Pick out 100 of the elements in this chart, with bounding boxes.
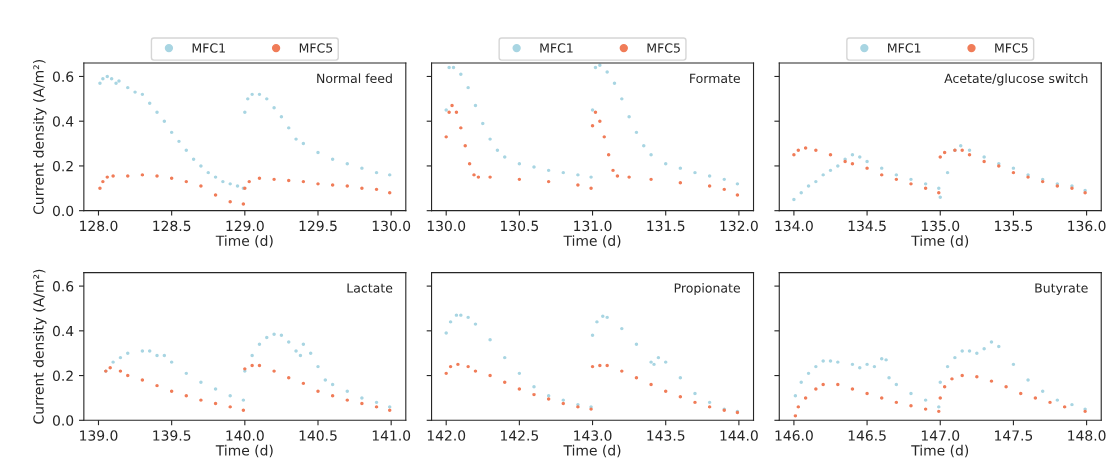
x-tick-label: 132.0 (720, 220, 758, 232)
x-tick-label: 144.0 (720, 430, 758, 441)
point (627, 175, 631, 179)
point (707, 400, 712, 405)
point (162, 353, 167, 358)
point (466, 85, 470, 90)
point (126, 174, 130, 178)
x-tick-label: 147.0 (921, 430, 960, 441)
point (894, 400, 899, 405)
point (865, 166, 869, 170)
point (593, 65, 598, 70)
legend-label: MFC5 (299, 43, 333, 53)
point (517, 177, 522, 182)
x-tick-label: 136.0 (1068, 220, 1106, 232)
point (828, 168, 833, 173)
point (488, 338, 492, 342)
point (279, 333, 284, 337)
y-tick-label: 0.4 (52, 325, 74, 337)
point (945, 364, 950, 369)
point (472, 173, 476, 177)
point (272, 332, 276, 336)
point (294, 137, 298, 141)
point (126, 373, 130, 378)
point (595, 320, 599, 324)
point (148, 349, 152, 353)
x-tick-label: 146.0 (775, 430, 813, 441)
point (454, 313, 459, 317)
point (301, 179, 306, 184)
legend-label: MFC1 (888, 43, 921, 53)
point (982, 159, 986, 164)
point (997, 344, 1001, 349)
point (938, 396, 942, 400)
point (272, 177, 276, 182)
point (1026, 378, 1030, 382)
point (459, 126, 463, 130)
x-tick-label: 140.5 (299, 430, 337, 441)
point (1011, 170, 1016, 175)
point (155, 174, 159, 178)
point (828, 153, 833, 157)
point (250, 353, 254, 358)
point (360, 166, 364, 170)
point (287, 178, 291, 183)
x-tick-label: 130.0 (372, 220, 411, 232)
point (330, 382, 335, 387)
point (561, 398, 565, 402)
x-tick-label: 131.0 (574, 220, 612, 232)
point (114, 81, 118, 85)
annotation: Acetate/glucose switch (944, 73, 1088, 86)
point (456, 362, 460, 367)
point (796, 405, 800, 409)
point (546, 179, 551, 184)
point (140, 92, 145, 97)
point (872, 364, 877, 369)
point (517, 162, 522, 166)
point (707, 405, 712, 409)
point (938, 155, 942, 159)
point (466, 315, 470, 320)
point (950, 377, 954, 381)
point (821, 359, 825, 363)
point (169, 360, 174, 364)
x-axis-title: Time (d) (215, 235, 273, 248)
point (887, 376, 891, 380)
x-axis-title: Time (d) (563, 444, 621, 458)
point (184, 179, 188, 184)
point (272, 369, 276, 373)
point (133, 90, 137, 94)
x-tick-label: 135.5 (995, 220, 1033, 232)
point (850, 162, 855, 166)
point (250, 92, 254, 97)
point (982, 347, 986, 351)
point (1004, 385, 1008, 389)
point (923, 186, 928, 190)
point (561, 401, 565, 406)
point (836, 360, 840, 364)
x-axis-title: Time (d) (215, 444, 273, 458)
point (814, 364, 818, 369)
point (627, 115, 631, 119)
point (814, 179, 818, 184)
point (481, 121, 485, 126)
point (814, 148, 818, 152)
x-tick-label: 148.0 (1068, 430, 1106, 441)
x-axis-title: Time (d) (911, 235, 969, 248)
point (605, 363, 609, 368)
point (821, 382, 825, 387)
point (503, 155, 507, 159)
annotation: Butyrate (1035, 283, 1088, 296)
point (117, 79, 121, 83)
point (388, 173, 392, 177)
point (1033, 396, 1038, 400)
point (287, 126, 291, 130)
point (634, 376, 639, 380)
x-tick-label: 140.0 (226, 430, 264, 441)
point (1055, 398, 1060, 402)
x-axis-title: Time (d) (563, 235, 621, 248)
point (909, 404, 913, 408)
point (678, 181, 683, 185)
x-tick-label: 141.0 (372, 430, 411, 441)
point (605, 315, 609, 320)
point (656, 355, 661, 360)
point (894, 177, 899, 182)
